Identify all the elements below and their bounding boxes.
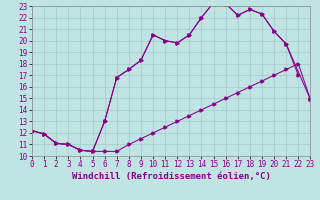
X-axis label: Windchill (Refroidissement éolien,°C): Windchill (Refroidissement éolien,°C)	[72, 172, 271, 181]
